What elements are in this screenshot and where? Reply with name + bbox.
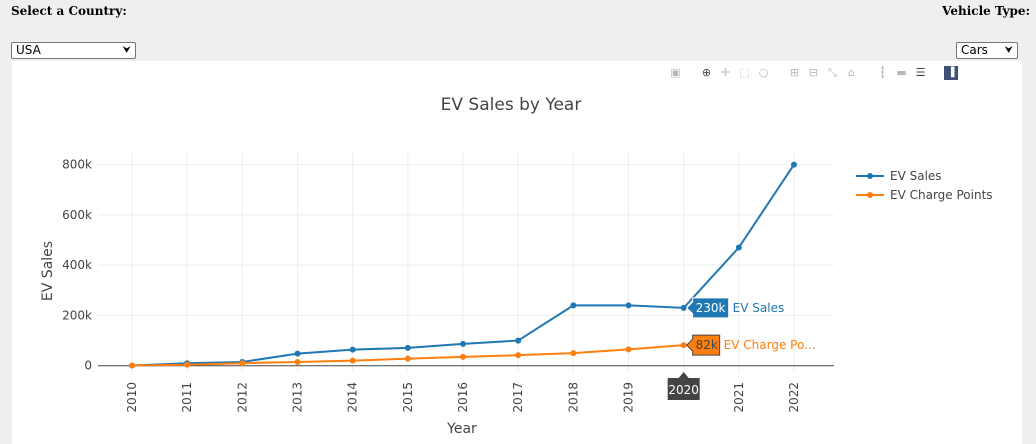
plot-area[interactable] bbox=[12, 61, 1022, 444]
camera-icon[interactable]: ▣ bbox=[670, 66, 681, 79]
legend-swatch-marker bbox=[867, 192, 873, 198]
data-point bbox=[404, 355, 411, 362]
data-point bbox=[625, 302, 632, 309]
y-tick-label: 600k bbox=[62, 208, 92, 222]
legend-label: EV Charge Points bbox=[890, 188, 993, 202]
chevron-down-icon: ⮟ bbox=[122, 45, 132, 56]
x-tick-label: 2014 bbox=[346, 382, 360, 413]
hover-value-label: 230k bbox=[696, 301, 726, 315]
country-select-value: USA bbox=[16, 43, 41, 57]
legend-label: EV Sales bbox=[890, 169, 942, 183]
box-select-icon[interactable]: ⬚ bbox=[739, 66, 750, 79]
axes: 0 200k 400k 600k 800k 2010 2011 2012 2013 2014 201… bbox=[62, 158, 834, 413]
zoom-in-icon[interactable]: ⊞ bbox=[789, 66, 800, 79]
x-tick-label: 2019 bbox=[622, 382, 636, 413]
x-tick-label: 2022 bbox=[787, 382, 801, 413]
data-point bbox=[460, 353, 466, 360]
modebar: ▣ ⊕ ✛ ⬚ ○ ⊞ ⊟ ⤡ ⌂ ┇ ▬ ☰ ▐ bbox=[668, 66, 958, 80]
data-point bbox=[515, 337, 522, 344]
data-point bbox=[349, 346, 356, 353]
x-tick-label: 2011 bbox=[180, 382, 194, 413]
x-tick-label: 2018 bbox=[566, 382, 580, 413]
data-point bbox=[570, 350, 577, 357]
x-tick-label: 2016 bbox=[456, 382, 470, 413]
hover-box bbox=[685, 297, 730, 319]
hover-closest-icon[interactable]: ▬ bbox=[896, 66, 907, 79]
reset-axes-icon[interactable]: ⌂ bbox=[848, 66, 855, 79]
y-axis-title: EV Sales bbox=[40, 241, 56, 301]
vehicle-type-select[interactable]: Cars ⮟ bbox=[956, 42, 1018, 59]
x-hover-tag bbox=[667, 372, 700, 400]
pan-icon[interactable]: ✛ bbox=[720, 66, 731, 79]
legend-swatch-marker bbox=[867, 173, 873, 179]
vehicle-type-label: Vehicle Type: bbox=[942, 4, 1030, 18]
x-tick-label: 2012 bbox=[235, 382, 249, 413]
x-tick-label: 2015 bbox=[401, 382, 415, 413]
series-lines bbox=[129, 161, 797, 369]
legend[interactable]: EV Sales EV Charge Points bbox=[856, 169, 993, 202]
data-point bbox=[349, 357, 356, 364]
y-tick-label: 800k bbox=[62, 158, 92, 172]
data-point bbox=[239, 360, 246, 367]
legend-item[interactable]: EV Charge Points bbox=[856, 188, 993, 202]
x-tick-label: 2017 bbox=[511, 382, 525, 413]
data-point bbox=[294, 350, 301, 357]
data-point bbox=[129, 362, 135, 369]
data-point bbox=[735, 244, 742, 251]
autoscale-icon[interactable]: ⤡ bbox=[828, 66, 837, 79]
spike-lines-icon[interactable]: ┇ bbox=[879, 66, 886, 79]
chevron-down-icon: ⮟ bbox=[1004, 45, 1014, 56]
hover-value-label: 82k bbox=[696, 338, 718, 352]
hover-series-label: EV Charge Po... bbox=[724, 338, 816, 352]
data-point bbox=[460, 340, 466, 347]
country-label: Select a Country: bbox=[11, 4, 127, 18]
hover-compare-icon[interactable]: ☰ bbox=[915, 66, 926, 79]
plotly-logo-icon[interactable]: ▐ bbox=[944, 66, 958, 80]
zoom-out-icon[interactable]: ⊟ bbox=[808, 66, 819, 79]
y-tick-label: 400k bbox=[62, 258, 92, 272]
y-tick-label: 0 bbox=[84, 359, 92, 373]
hover-box bbox=[685, 334, 721, 356]
data-point bbox=[404, 344, 411, 351]
x-tick-label: 2013 bbox=[291, 382, 305, 413]
lasso-icon[interactable]: ○ bbox=[758, 66, 769, 79]
data-point bbox=[570, 302, 577, 309]
x-tick-label: 2021 bbox=[732, 382, 746, 413]
grid bbox=[98, 152, 834, 372]
data-point bbox=[515, 352, 522, 359]
data-point bbox=[625, 346, 632, 353]
data-point bbox=[680, 342, 687, 349]
zoom-icon[interactable]: ⊕ bbox=[701, 66, 712, 79]
data-point bbox=[680, 304, 687, 311]
chart-title: EV Sales by Year bbox=[441, 95, 582, 115]
x-hover-label: 2020 bbox=[668, 383, 699, 397]
data-point bbox=[184, 361, 191, 368]
hover-series-label: EV Sales bbox=[733, 301, 785, 315]
x-tick-label: 2010 bbox=[125, 382, 139, 413]
x-axis-title: Year bbox=[446, 421, 477, 437]
data-point bbox=[294, 358, 301, 365]
data-point bbox=[791, 161, 797, 168]
legend-item[interactable]: EV Sales bbox=[856, 169, 942, 183]
country-select[interactable]: USA ⮟ bbox=[11, 42, 136, 59]
hover-labels: 2020 230k EV Sales 82k EV Charge Po... bbox=[667, 297, 816, 400]
vehicle-type-select-value: Cars bbox=[961, 43, 988, 57]
y-tick-label: 200k bbox=[62, 308, 92, 322]
